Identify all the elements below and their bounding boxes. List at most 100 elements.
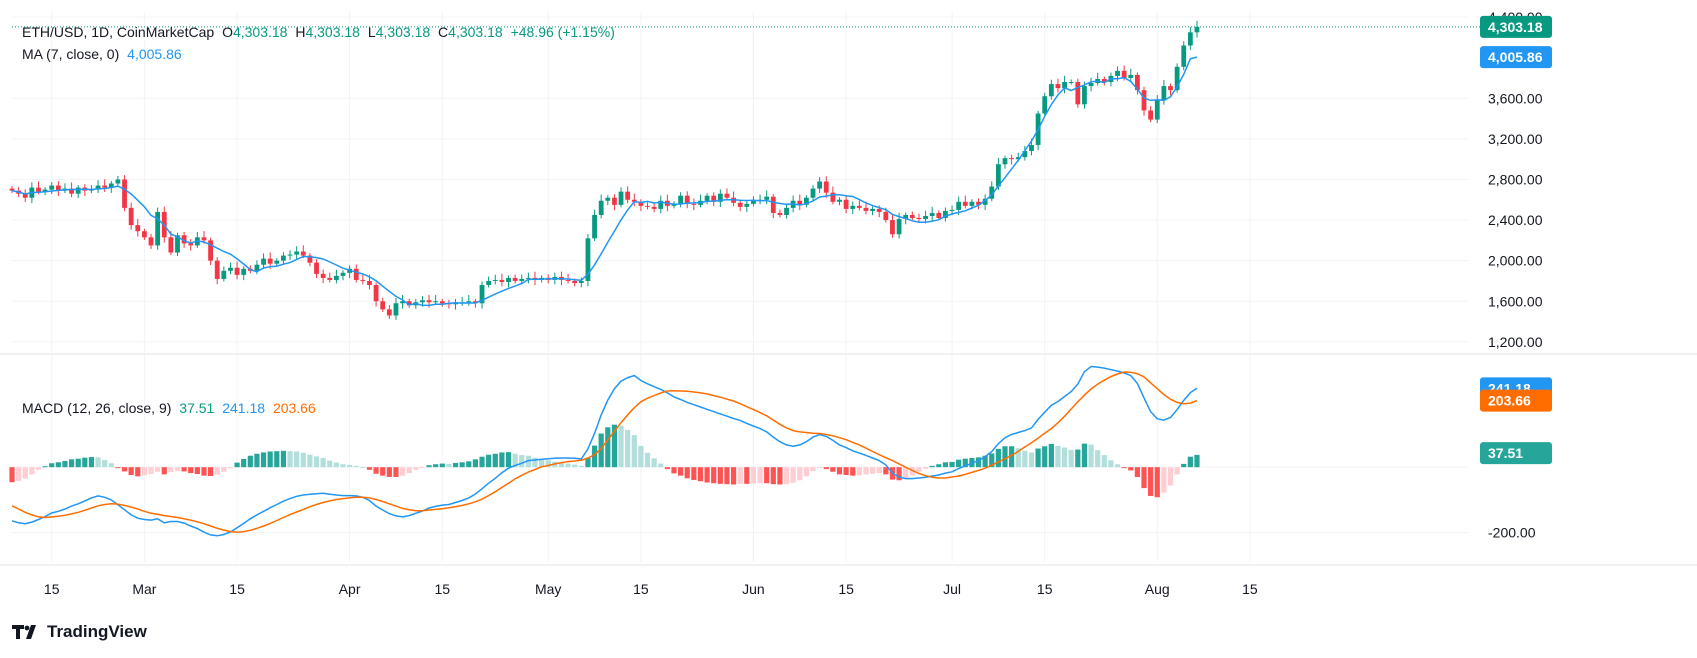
candle-body [406,301,412,306]
macd-histogram-bar [9,467,15,483]
candle-body [1015,157,1021,160]
candle-body [717,193,723,202]
macd-histogram-bar [413,467,419,470]
macd-histogram-bar [618,425,624,468]
macd-histogram-bar [102,459,108,468]
candle-body [572,280,578,283]
ma-legend-label[interactable]: MA (7, close, 0) [22,46,120,62]
macd-histogram-bar [327,460,333,468]
symbol-label[interactable]: ETH/USD, 1D, CoinMarketCap [22,24,215,40]
macd-histogram-bar [532,457,538,468]
tradingview-brand[interactable]: TradingView [12,622,147,642]
high-label: H [295,24,306,40]
candle-body [433,301,439,303]
candle-body [214,260,220,279]
macd-histogram-bar [267,451,273,468]
candle-body [1128,74,1134,78]
macd-histogram-bar [274,451,280,468]
macd-legend-macd: 241.18 [222,400,266,416]
candle-body [353,268,359,280]
candle-body [777,212,783,215]
macd-histogram-bar [446,463,452,468]
x-tick-label: 15 [633,581,649,597]
macd-histogram-bar [803,467,809,477]
candle-body [274,260,280,264]
macd-histogram-bar [691,467,697,480]
candle-body [883,211,889,221]
macd-histogram-bar [605,427,611,468]
candle-body [585,238,591,281]
candle-body [1187,32,1193,46]
candle-body [287,254,293,256]
macd-histogram-bar [757,467,763,484]
candle-body [1062,82,1067,89]
macd-histogram-bar [598,433,604,468]
candle-body [367,280,372,286]
candle-body [307,255,313,263]
macd-histogram-bar [525,455,531,468]
open-label: O [222,24,233,40]
macd-histogram-bar [115,467,121,469]
macd-histogram-bar [631,435,637,468]
macd-histogram-bar [797,467,803,481]
macd-histogram-bar [1121,467,1127,469]
macd-legend-label[interactable]: MACD (12, 26, close, 9) [22,400,172,416]
macd-histogram-bar [850,467,856,476]
macd-histogram-bar [651,458,657,468]
candle-body [929,212,935,216]
macd-histogram-bar [565,463,571,468]
candle-body [142,231,147,238]
macd-histogram-bar [22,467,28,479]
macd-histogram-bar [1075,449,1081,468]
macd-histogram-bar [88,457,95,468]
candle-body [1088,83,1094,87]
candle-body [1042,96,1048,114]
price-tick-label: 3,600.00 [1488,90,1543,106]
macd-histogram-bar [486,454,492,468]
macd-histogram-bar [208,467,214,477]
candle-body [241,268,247,275]
macd-histogram-bar [505,452,512,468]
candle-body [386,309,392,316]
macd-histogram-bar [499,452,505,468]
macd-histogram-bar [922,467,929,469]
candle-body [1141,90,1147,111]
macd-histogram-bar [16,467,22,481]
candle-body [314,262,319,274]
macd-histogram-bar [1009,446,1015,468]
macd-histogram-bar [121,467,128,472]
macd-histogram-bar [572,464,578,468]
macd-histogram-bar [876,467,882,474]
macd-histogram-bar [1042,446,1048,468]
candle-body [956,201,962,210]
candle-body [804,197,809,205]
macd-histogram-bar [870,467,876,474]
macd-histogram-bar [737,467,743,484]
candle-body [261,258,266,265]
macd-histogram-bar [135,467,141,477]
candle-body [1029,144,1034,152]
candle-body [281,255,286,261]
candle-body [770,196,776,213]
candle-body [228,267,233,271]
macd-histogram-bar [790,467,796,483]
candle-body [565,279,571,281]
open-value: 4,303.18 [232,24,288,40]
macd-histogram-bar [638,445,644,468]
macd-histogram-bar [591,445,598,468]
macd-histogram-bar [168,467,174,473]
candle-body [724,193,730,198]
candle-body [909,214,915,219]
candle-body [95,185,101,190]
macd-histogram-bar [611,424,618,468]
candle-body [837,199,842,202]
macd-histogram-bar [320,458,326,468]
macd-histogram-bar [817,467,823,469]
candle-body [916,218,922,220]
x-tick-label: Mar [132,581,156,597]
macd-histogram-bar [909,467,915,476]
macd-histogram-bar [452,462,459,468]
candle-body [737,202,743,207]
